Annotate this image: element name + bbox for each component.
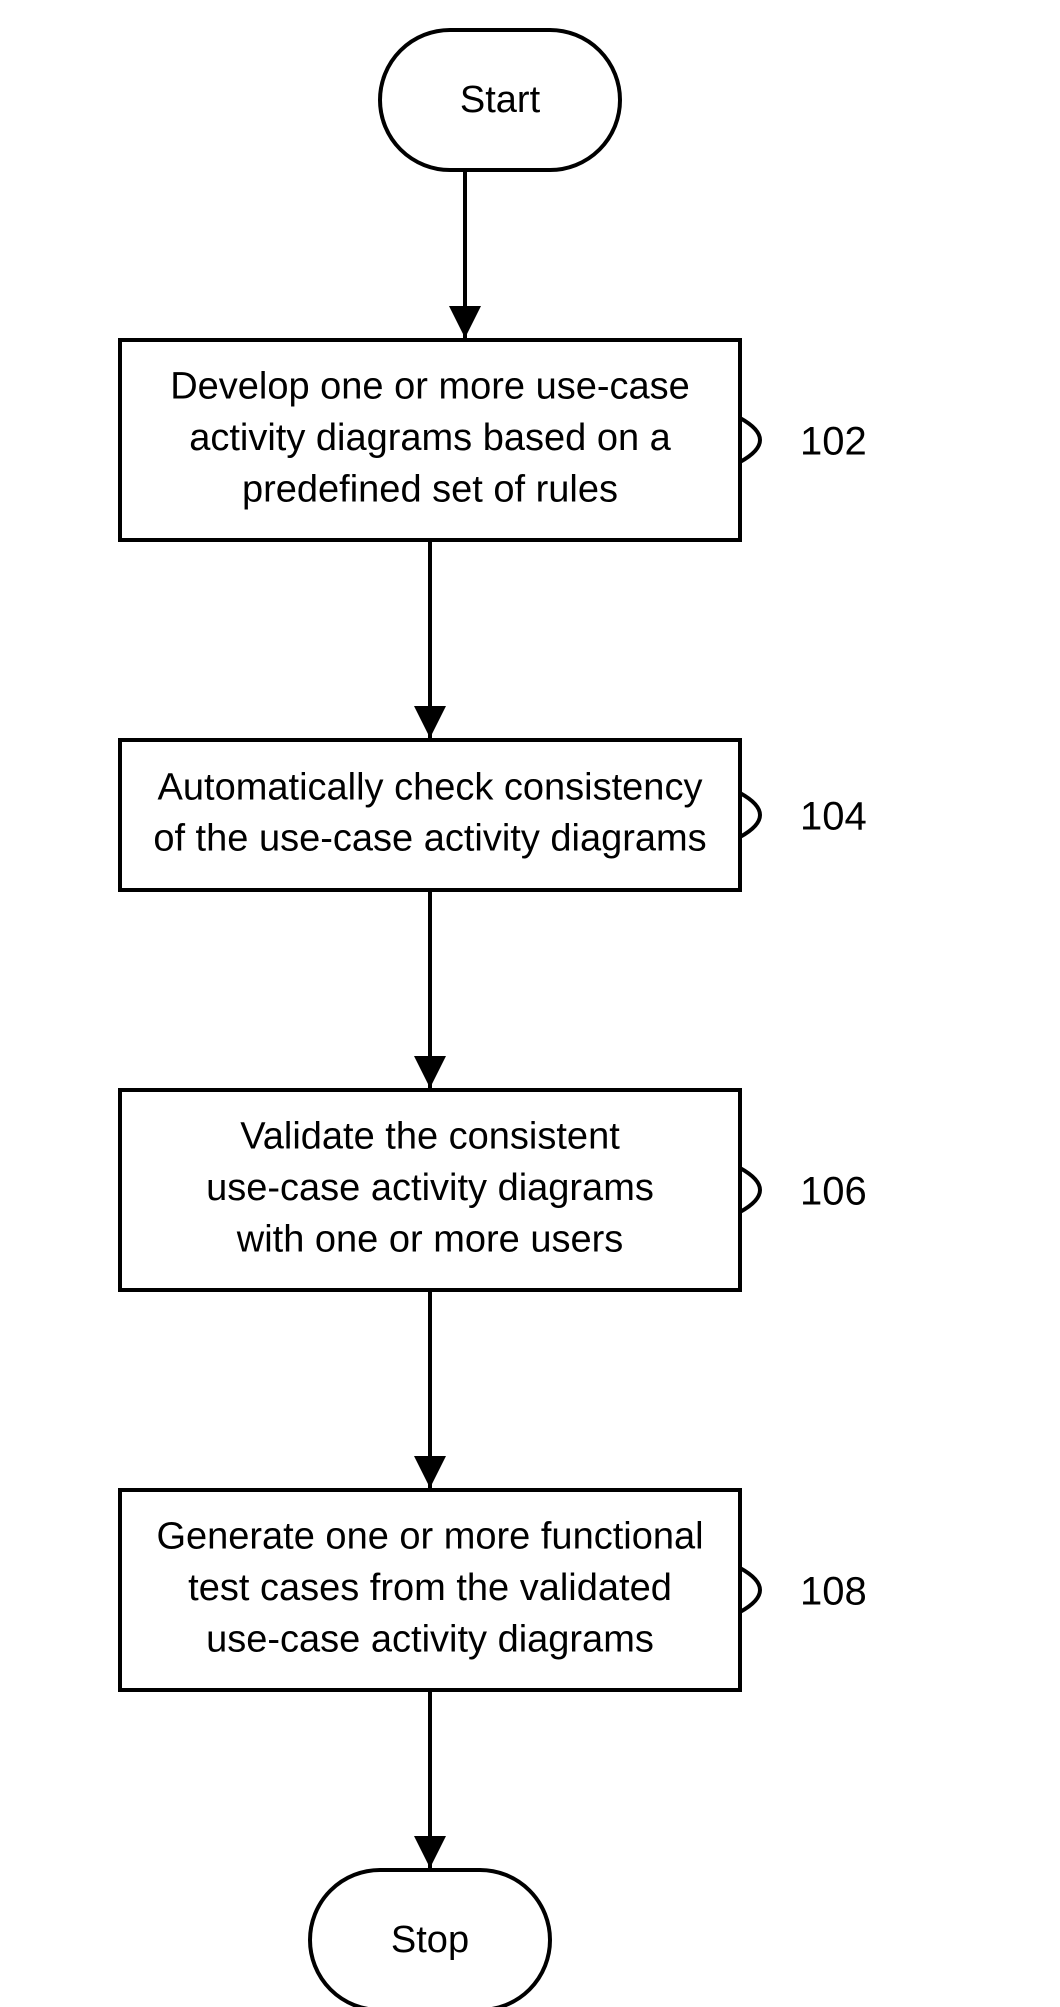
step-text-line: Generate one or more functional — [156, 1516, 703, 1558]
step-text-line: use-case activity diagrams — [206, 1167, 654, 1209]
step-text-line: activity diagrams based on a — [189, 417, 671, 459]
reference-connector — [740, 1568, 760, 1612]
reference-connector — [740, 418, 760, 462]
step-text-line: with one or more users — [236, 1218, 624, 1260]
step-108: Generate one or more functional test case… — [120, 1490, 867, 1690]
step-text-line: use-case activity diagrams — [206, 1618, 654, 1660]
reference-number: 104 — [800, 795, 867, 839]
flowchart-diagram: Start Develop one or more use-case activit… — [0, 0, 1060, 2007]
step-text-line: Develop one or more use-case — [170, 366, 690, 408]
start-terminal: Start — [380, 30, 620, 170]
reference-number: 106 — [800, 1170, 867, 1214]
step-text-line: predefined set of rules — [242, 468, 618, 510]
start-label: Start — [460, 79, 541, 121]
stop-terminal: Stop — [310, 1870, 550, 2007]
step-text-line: Automatically check consistency — [158, 766, 703, 808]
step-102: Develop one or more use-case activity dia… — [120, 340, 867, 540]
step-text-line: test cases from the validated — [188, 1567, 672, 1609]
reference-connector — [740, 793, 760, 837]
reference-connector — [740, 1168, 760, 1212]
step-text-line: Validate the consistent — [240, 1116, 620, 1158]
reference-number: 102 — [800, 420, 867, 464]
step-text-line: of the use-case activity diagrams — [153, 818, 706, 860]
reference-number: 108 — [800, 1570, 867, 1614]
stop-label: Stop — [391, 1919, 469, 1961]
step-106: Validate the consistent use-case activity… — [120, 1090, 867, 1290]
step-104: Automatically check consistency of the us… — [120, 740, 867, 890]
